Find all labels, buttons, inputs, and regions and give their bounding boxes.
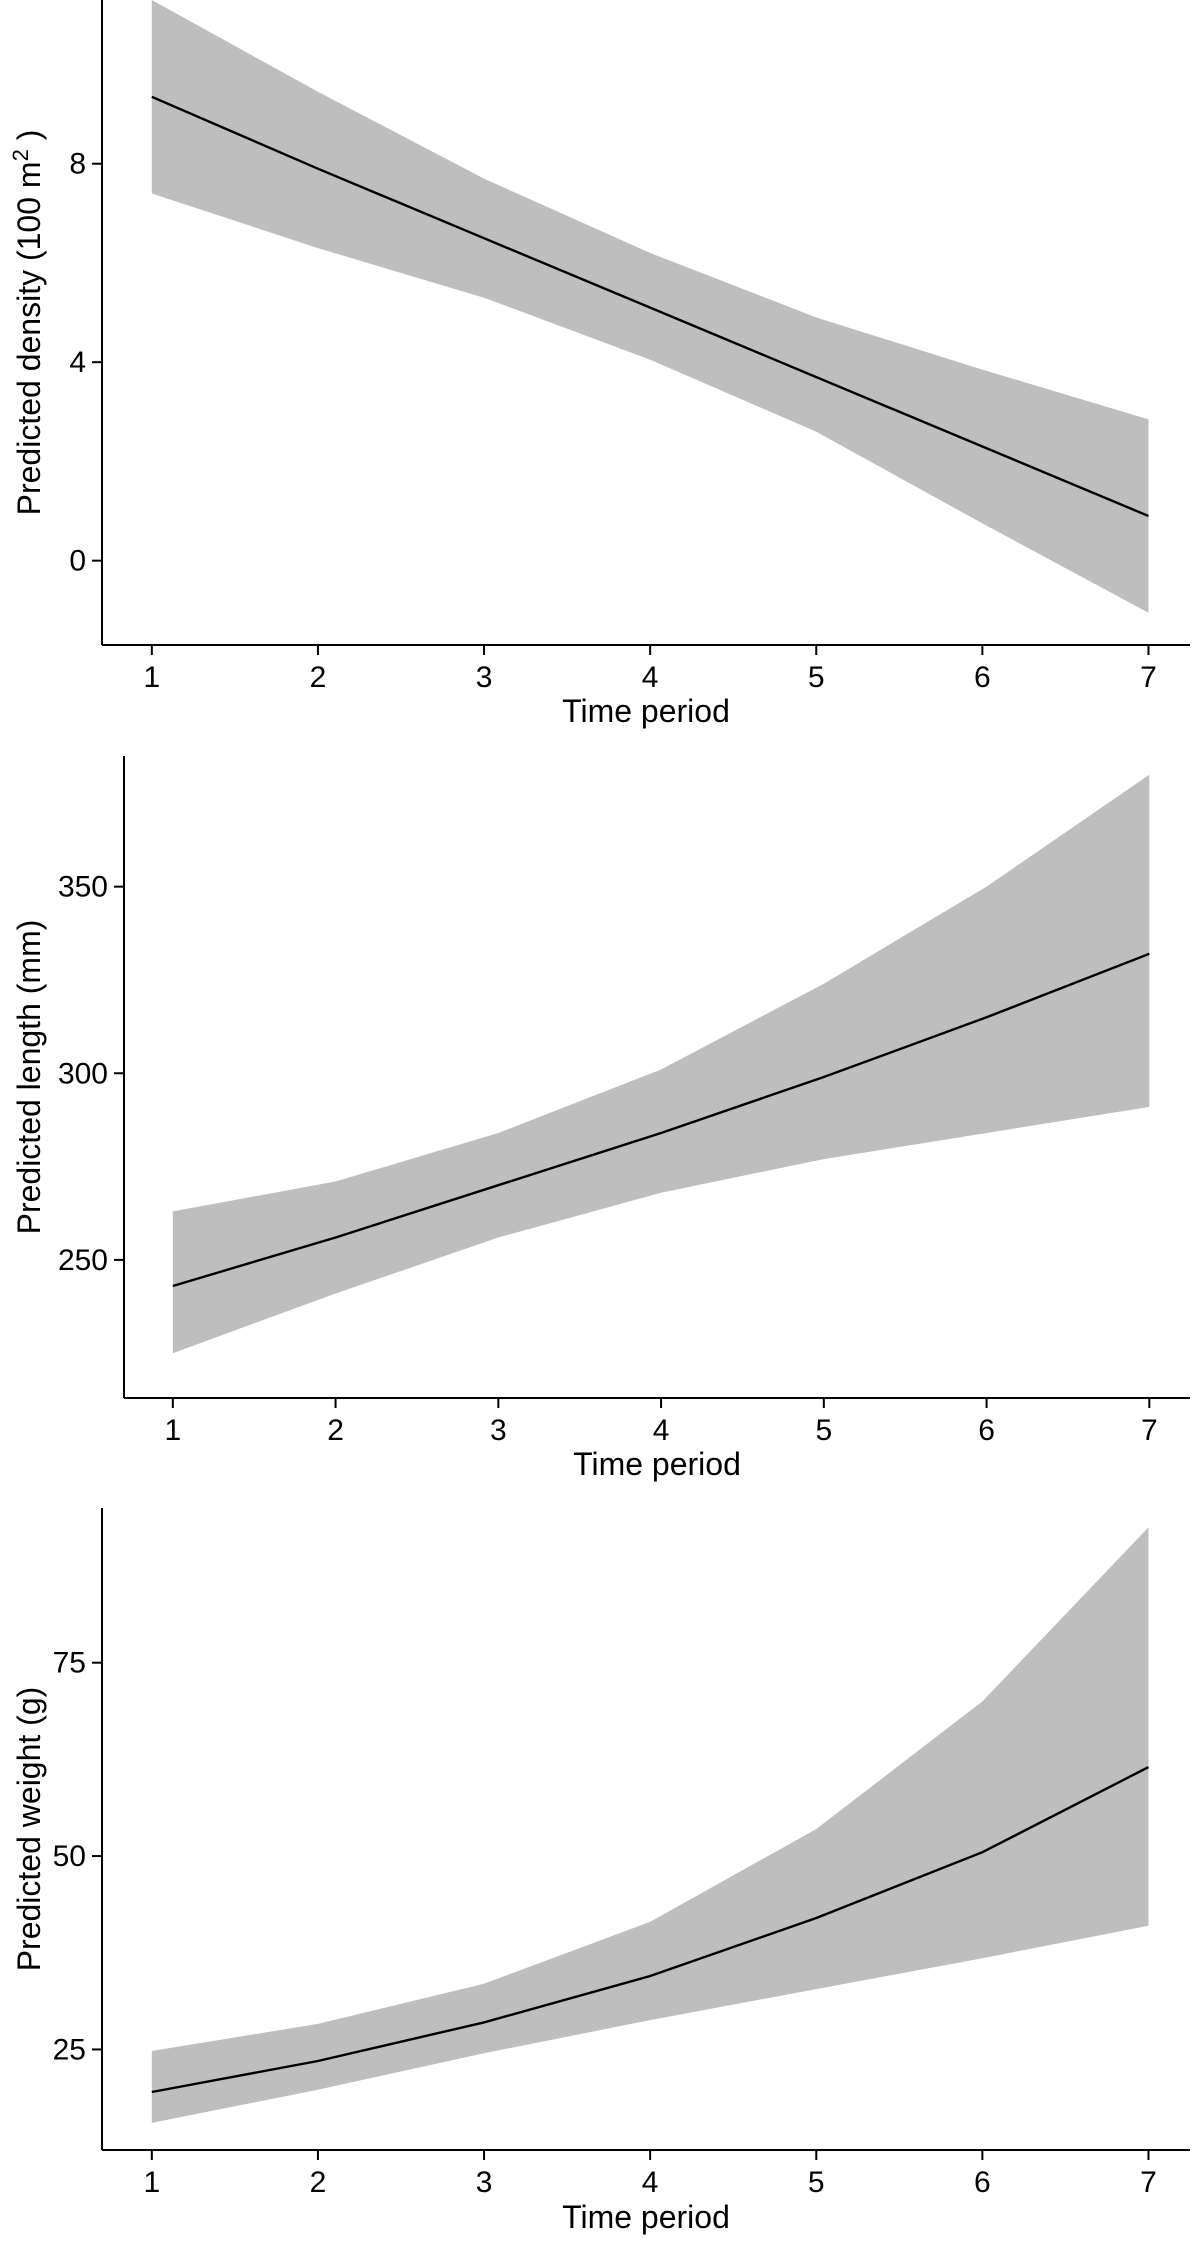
y-tick-label: 8 bbox=[69, 148, 86, 181]
x-tick-label: 7 bbox=[1140, 2166, 1157, 2199]
y-axis-title: Predicted density (100 m2 ) bbox=[8, 130, 48, 516]
prediction-line bbox=[151, 1766, 1150, 2094]
x-axis-title: Time period bbox=[562, 2199, 730, 2235]
x-tick-label: 3 bbox=[490, 1414, 507, 1447]
panel-3: 1 2 3 4 5 6 7 25 50 75 Time period Predicted weight… bbox=[11, 1508, 1190, 2235]
prediction-line bbox=[151, 95, 1149, 518]
x-tick-label: 4 bbox=[642, 661, 659, 694]
x-tick-label: 5 bbox=[815, 1414, 832, 1447]
y-tick-label: 75 bbox=[53, 1647, 86, 1680]
x-tick-label: 3 bbox=[476, 2166, 493, 2199]
y-tick-label: 350 bbox=[58, 871, 108, 904]
y-axis-title: Predicted weight (g) bbox=[11, 1687, 47, 1972]
y-tick-label: 25 bbox=[53, 2033, 86, 2066]
x-tick-label: 6 bbox=[974, 2166, 991, 2199]
x-tick-label: 2 bbox=[310, 661, 327, 694]
x-tick-label: 3 bbox=[476, 661, 493, 694]
panel-2: 1 2 3 4 5 6 7 250 300 350 Time period Predicted len… bbox=[11, 756, 1190, 1482]
y-tick-label: 50 bbox=[53, 1840, 86, 1873]
x-tick-label: 1 bbox=[143, 2166, 160, 2199]
x-tick-label: 1 bbox=[143, 661, 160, 694]
y-tick-label: 250 bbox=[58, 1244, 108, 1277]
x-tick-label: 5 bbox=[808, 2166, 825, 2199]
x-tick-label: 6 bbox=[978, 1414, 995, 1447]
y-axis-title: Predicted length (mm) bbox=[11, 920, 47, 1235]
y-tick-label: 4 bbox=[69, 346, 86, 379]
x-tick-label: 6 bbox=[974, 661, 991, 694]
x-tick-label: 5 bbox=[808, 661, 825, 694]
x-tick-label: 2 bbox=[310, 2166, 327, 2199]
x-tick-label: 4 bbox=[642, 2166, 659, 2199]
y-tick-label: 0 bbox=[69, 545, 86, 578]
x-tick-label: 1 bbox=[164, 1414, 181, 1447]
confidence-band bbox=[151, 1527, 1149, 2123]
x-tick-label: 4 bbox=[653, 1414, 670, 1447]
x-axis-title: Time period bbox=[573, 1446, 741, 1482]
x-tick-label: 7 bbox=[1140, 661, 1157, 694]
confidence-band bbox=[172, 774, 1150, 1354]
prediction-line bbox=[172, 952, 1150, 1288]
x-axis-title: Time period bbox=[562, 693, 730, 729]
panel-1: 1 2 3 4 5 6 7 0 4 8 Time period Predicted density (… bbox=[8, 0, 1190, 729]
y-tick-label: 300 bbox=[58, 1057, 108, 1090]
x-tick-label: 2 bbox=[327, 1414, 344, 1447]
x-tick-label: 7 bbox=[1141, 1414, 1158, 1447]
